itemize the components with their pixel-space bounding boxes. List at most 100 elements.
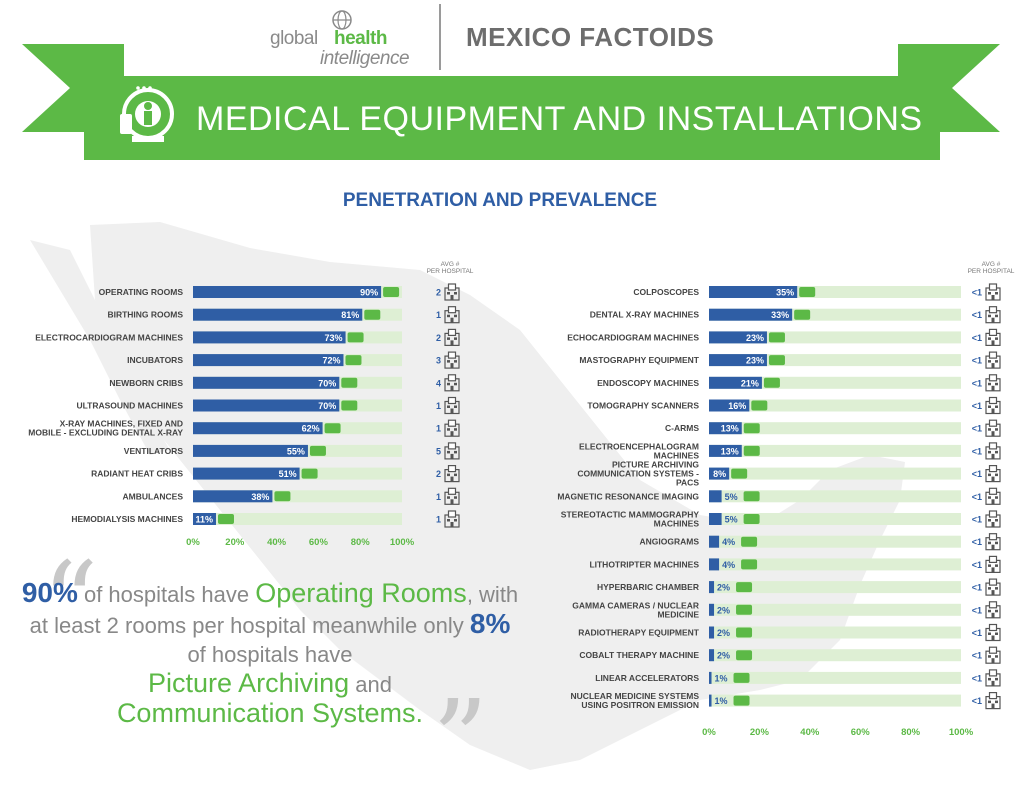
bar [193,399,340,412]
bar-value-label: 33% [771,310,789,320]
category-label: DENTAL X-RAY MACHINES [590,310,700,320]
factoids-title: MEXICO FACTOIDS [466,22,715,52]
bar [193,376,340,389]
category-label: ANGIOGRAMS [640,537,700,547]
category-label: MAGNETIC RESONANCE IMAGING [557,491,699,501]
x-tick-label: 80% [901,727,921,738]
right-bar-chart: AVG #PER HOSPITAL 35% COLPOSCOPES <1 33% DENT… [557,261,1014,738]
category-label: RADIANT HEAT CRIBS [91,469,183,479]
bar-track [709,490,961,503]
mri-scanner-icon [120,86,174,142]
bar-track [709,399,961,412]
bar-value-label: 81% [341,310,359,320]
avg-value: <1 [972,583,982,593]
category-label: LINEAR ACCELERATORS [595,673,699,683]
ultrasound-icon [341,400,358,411]
hospital-icon [985,533,1001,551]
bar-value-label: 23% [746,356,764,366]
bar [193,422,323,435]
hospital-icon [444,374,460,392]
avg-value: <1 [972,333,982,343]
category-label: PICTURE ARCHIVING [612,460,699,470]
category-label: INCUBATORS [127,355,183,365]
category-label: STEREOTACTIC MAMMOGRAPHY [561,510,700,520]
equipment-icon [741,559,758,570]
bar [709,603,715,616]
bar [709,513,722,525]
avg-value: <1 [972,560,982,570]
category-label: BIRTHING ROOMS [107,310,183,320]
avg-value: 2 [436,469,441,479]
ventilator-icon [309,445,326,456]
x-tick-label: 40% [267,537,287,548]
bar-value-label: 73% [325,333,343,343]
bar [193,354,344,367]
bar-value-label: 90% [360,288,378,298]
close-quote-mark: ” [432,676,489,804]
hospital-icon [985,442,1001,460]
avg-value: <1 [972,651,982,661]
hospital-icon [985,306,1001,324]
bar-track [709,422,961,435]
header-divider [439,4,441,70]
brand-logo: global health intelligence [270,8,430,70]
bar-value-label: 5% [725,515,738,525]
banner-title: MEDICAL EQUIPMENT AND INSTALLATIONS [196,100,923,138]
avg-value: 4 [436,378,441,388]
bar [709,671,712,684]
bar-value-label: 4% [722,560,735,570]
bar-track [709,444,961,457]
avg-header-text: PER HOSPITAL [427,268,474,275]
avg-value: 1 [436,515,441,525]
category-label: USING POSITRON EMISSION [581,700,699,710]
category-label: X-RAY MACHINES, FIXED AND [60,419,183,429]
x-tick-label: 20% [225,537,245,548]
bar-value-label: 1% [715,696,728,706]
bar-value-label: 2% [717,605,730,615]
dialysis-icon [217,514,234,524]
category-label: MOBILE - EXCLUDING DENTAL X-RAY [28,428,183,438]
avg-value: <1 [972,696,982,706]
avg-value: <1 [972,628,982,638]
bar-value-label: 11% [195,515,213,525]
hospital-icon [985,283,1001,301]
avg-value: 5 [436,446,441,456]
avg-value: <1 [972,356,982,366]
bar [193,331,346,344]
category-label: TOMOGRAPHY SCANNERS [587,401,699,411]
quote-part: of hospitals have [77,582,256,607]
bar [709,399,750,412]
category-label: ELECTROCARDIOGRAM MACHINES [35,332,183,342]
avg-value: <1 [972,424,982,434]
hospital-icon [985,510,1001,528]
bar-value-label: 38% [251,492,269,502]
bar-value-label: 4% [722,537,735,547]
incubator-icon [345,355,362,366]
hospital-icon [444,419,460,437]
x-tick-label: 0% [186,537,200,548]
x-tick-label: 100% [390,537,415,548]
bar-value-label: 70% [318,378,336,388]
bar-value-label: 35% [776,288,794,298]
category-label: NUCLEAR MEDICINE SYSTEMS [571,691,700,701]
category-label: NEWBORN CRIBS [109,378,183,388]
bar [709,376,762,389]
hospital-icon [444,442,460,460]
x-tick-label: 60% [309,537,329,548]
ambulance-icon [274,491,291,502]
bar-value-label: 13% [721,446,739,456]
avg-header-text: AVG # [982,261,1001,268]
avg-value: <1 [972,515,982,525]
bar-value-label: 55% [287,446,305,456]
bar-track [709,467,961,480]
quote-part: , with at least 2 rooms per hospital mea… [29,582,519,638]
bar [709,581,715,594]
quote-communication-systems: Communication Systems. [116,698,424,728]
left-bar-chart: AVG #PER HOSPITAL 90% OPERATING ROOMS 2 81% B… [28,261,474,548]
ecg-icon [347,332,364,343]
heat-lamp-icon [301,468,318,479]
hospital-icon [985,601,1001,619]
hospital-icon [985,578,1001,596]
category-label: ELECTROENCEPHALOGRAM [579,441,699,451]
bar-value-label: 62% [302,424,320,434]
